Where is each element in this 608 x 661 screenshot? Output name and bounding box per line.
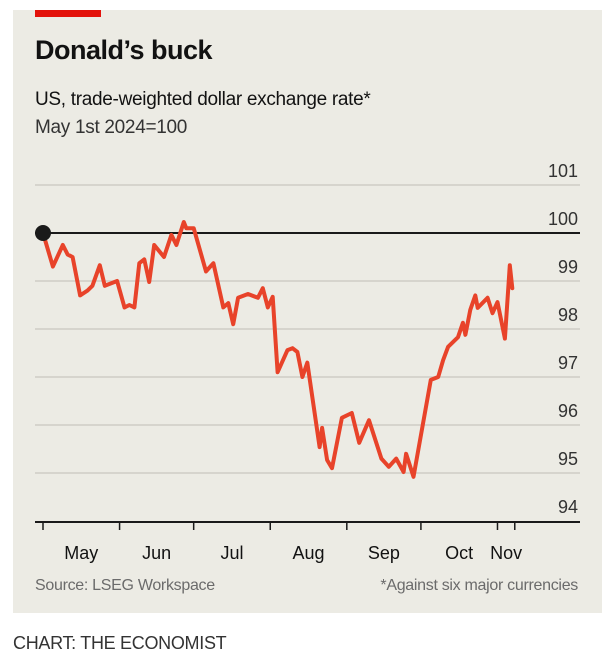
y-tick-label: 100 (548, 209, 578, 229)
footnote: *Against six major currencies (380, 577, 578, 594)
source-note: Source: LSEG Workspace (35, 577, 215, 594)
chart-title: Donald’s buck (35, 35, 213, 65)
y-tick-label: 99 (558, 257, 578, 277)
y-tick-label: 95 (558, 449, 578, 469)
y-tick-label: 96 (558, 401, 578, 421)
economist-red-bar (35, 10, 101, 17)
x-tick-label-jul: Jul (220, 543, 243, 563)
y-tick-label: 98 (558, 305, 578, 325)
x-tick-label-sep: Sep (368, 543, 400, 563)
chart-unit: May 1st 2024=100 (35, 117, 188, 138)
x-tick-label-aug: Aug (293, 543, 325, 563)
y-tick-label: 101 (548, 161, 578, 181)
x-tick-label-oct: Oct (445, 543, 473, 563)
y-tick-label: 94 (558, 497, 578, 517)
x-tick-label-may: May (64, 543, 98, 563)
x-tick-label-nov: Nov (490, 543, 522, 563)
x-tick-label-jun: Jun (142, 543, 171, 563)
start-marker (35, 225, 51, 241)
chart-credit: CHART: THE ECONOMIST (13, 633, 227, 653)
chart-subtitle: US, trade-weighted dollar exchange rate* (35, 89, 371, 110)
series-line (41, 220, 515, 479)
y-tick-label: 97 (558, 353, 578, 373)
chart-panel (13, 10, 602, 613)
